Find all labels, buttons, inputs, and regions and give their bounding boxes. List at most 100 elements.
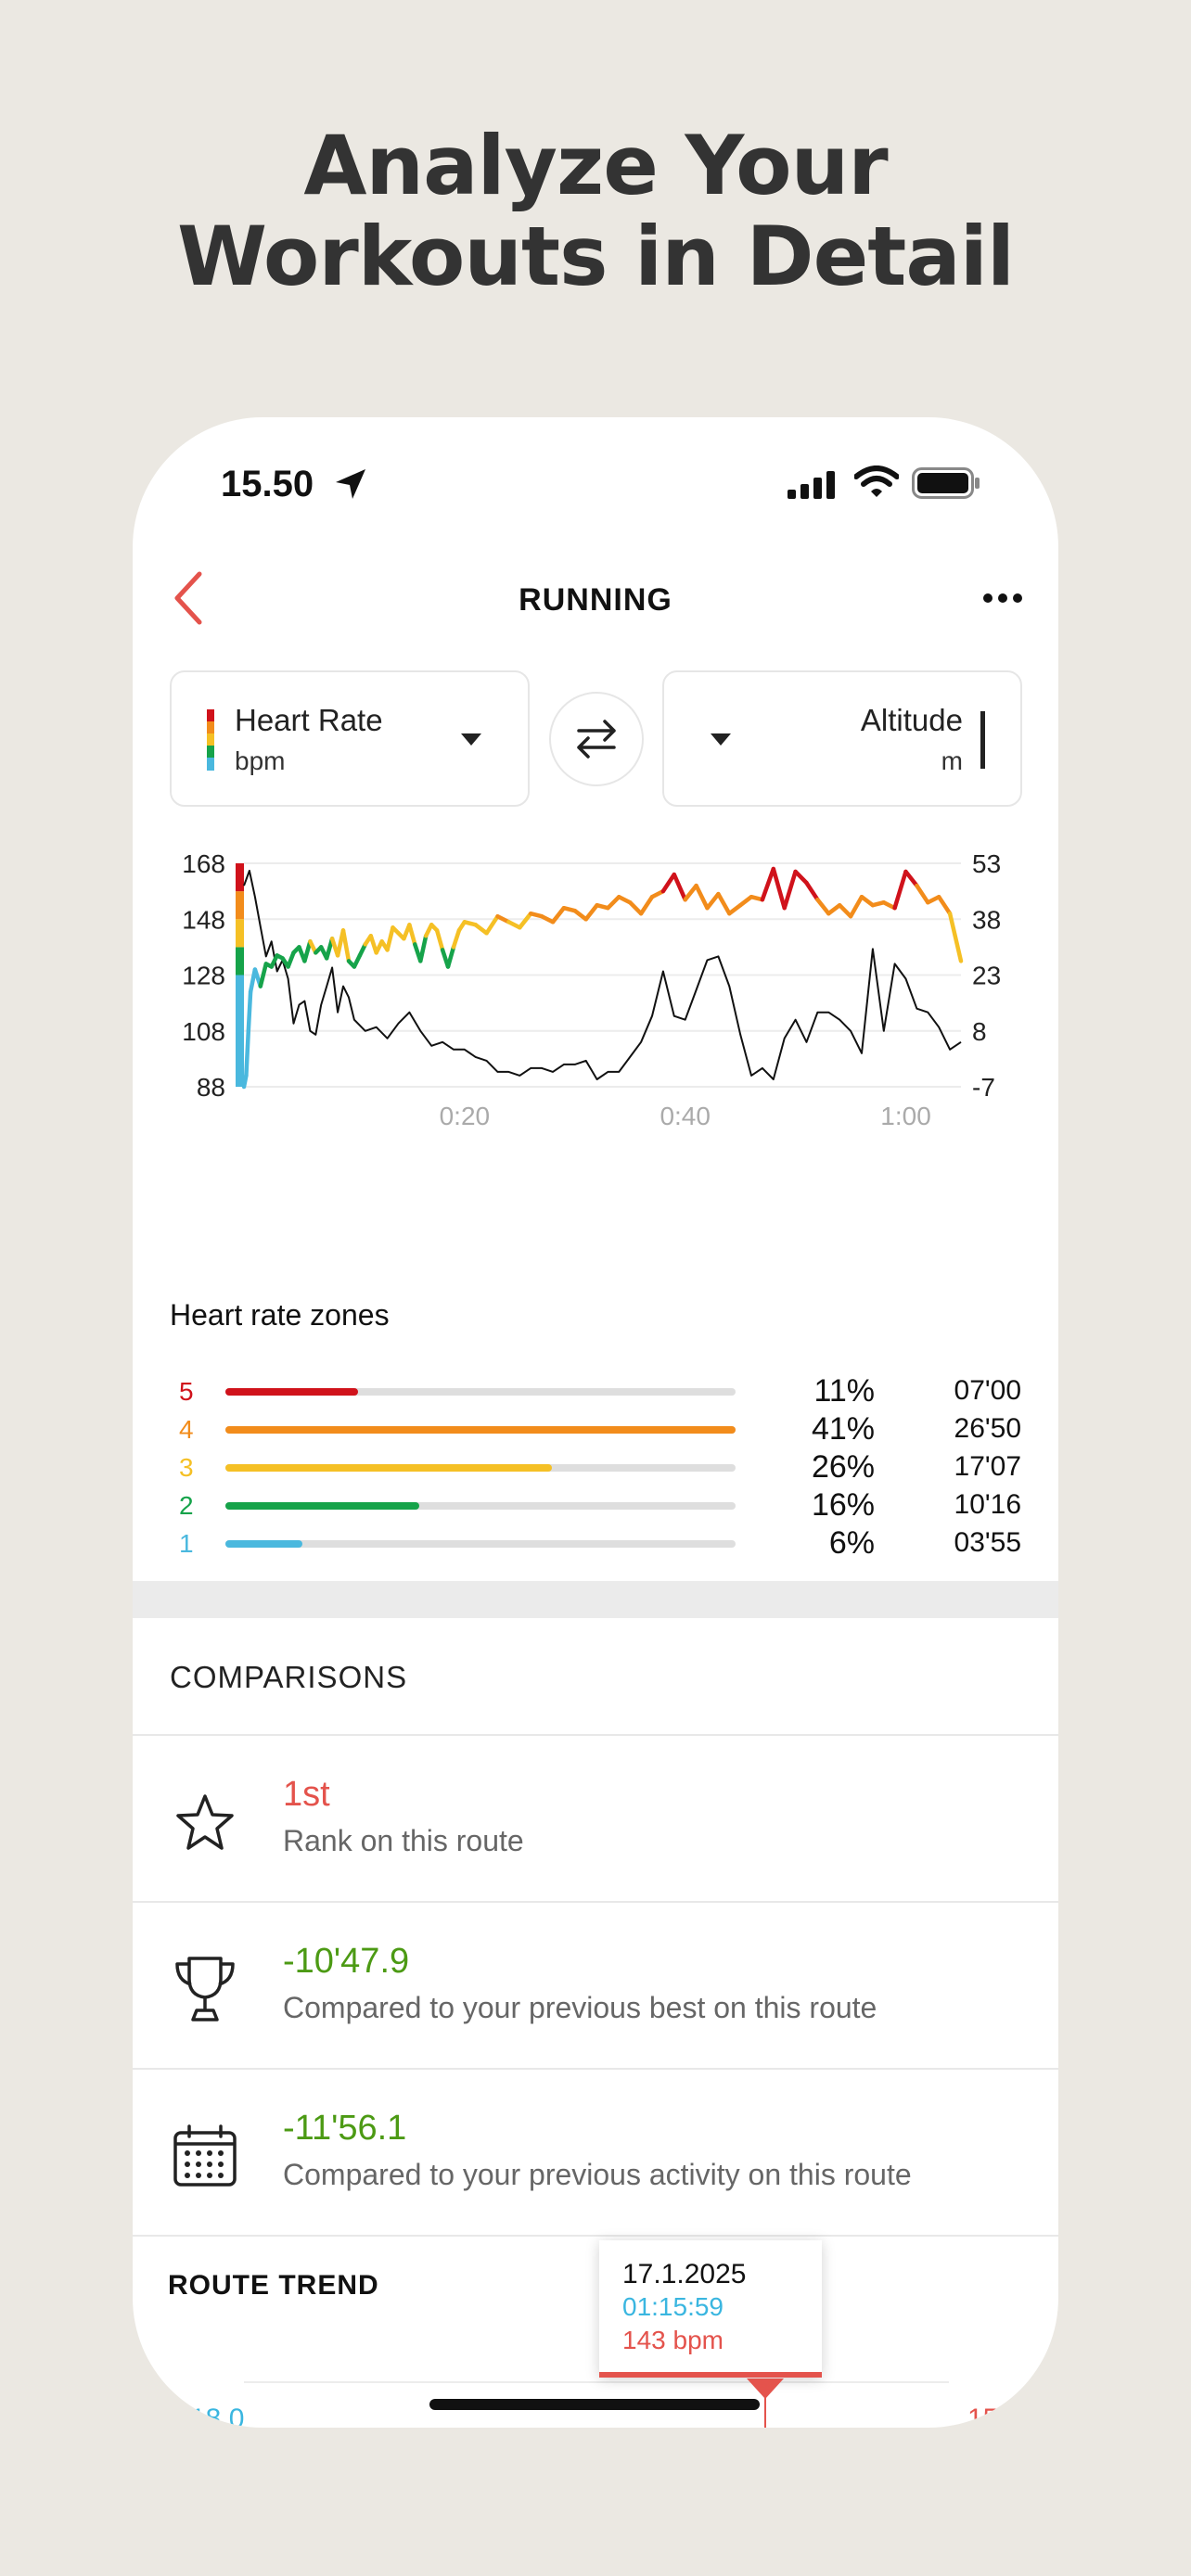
zone-percentage: 26% — [811, 1449, 875, 1485]
zone-number: 3 — [179, 1453, 194, 1482]
heart-rate-series-segment — [407, 923, 417, 947]
heart-rate-series-segment — [793, 869, 809, 886]
heart-rate-series-segment — [848, 894, 864, 919]
heart-rate-series-segment — [892, 869, 908, 911]
comparison-previous[interactable]: -11'56.1 Compared to your previous activ… — [133, 2068, 1058, 2235]
zone-duration: 26'50 — [954, 1413, 1021, 1444]
x-tick-label: 1:00 — [880, 1102, 931, 1130]
heart-rate-series-segment — [302, 939, 313, 963]
comparisons-header: COMPARISONS — [170, 1660, 408, 1694]
navbar: RUNNING — [133, 547, 1058, 649]
zone-row-5: 5 11% 07'00 — [133, 1373, 1058, 1410]
y-right-tick-label: 8 — [972, 1017, 987, 1046]
zone-percentage: 41% — [811, 1411, 875, 1447]
zone-bar-fill — [225, 1426, 736, 1434]
heart-rate-series-segment — [606, 894, 621, 911]
zone-bar-track — [225, 1388, 736, 1396]
route-trend-right-axis-value: 15 — [967, 2404, 999, 2428]
zone-number: 2 — [179, 1491, 194, 1520]
home-indicator[interactable] — [429, 2399, 760, 2410]
heart-rate-series-segment — [340, 928, 352, 963]
heart-rate-series-segment — [782, 869, 798, 911]
zone-duration: 07'00 — [954, 1375, 1021, 1406]
heart-rate-series-segment — [473, 923, 489, 936]
comparison-description: Rank on this route — [283, 1824, 524, 1857]
zone-bar-track — [225, 1502, 736, 1510]
heart-rate-series-segment — [837, 902, 853, 919]
zone-bar-track — [225, 1426, 736, 1434]
route-trend-title: ROUTE TREND — [168, 2270, 379, 2301]
zone-percentage: 11% — [813, 1373, 875, 1409]
comparison-value: -11'56.1 — [283, 2109, 407, 2148]
route-trend-marker — [764, 2392, 766, 2428]
wifi-icon — [854, 465, 899, 497]
heart-rate-series-segment — [936, 894, 953, 916]
left-metric-label: Heart Rate — [235, 703, 383, 737]
heart-rate-zones-title: Heart rate zones — [170, 1298, 390, 1332]
more-options-button[interactable] — [975, 575, 1031, 621]
status-time: 15.50 — [221, 464, 314, 504]
heart-rate-altitude-chart: 168 148 128 108 88 53 38 23 8 -7 0:20 0:40 1:00 — [182, 849, 1001, 1130]
more-horizontal-icon — [983, 593, 1022, 603]
zone-duration: 17'07 — [954, 1451, 1021, 1482]
y-right-tick-label: 23 — [972, 962, 1001, 990]
heart-rate-series-segment — [286, 950, 296, 969]
zone-row-3: 3 26% 17'07 — [133, 1449, 1058, 1486]
zone-row-1: 1 6% 03'55 — [133, 1525, 1058, 1562]
heart-rate-series-segment — [737, 894, 754, 908]
star-icon — [170, 1787, 240, 1857]
heart-rate-series-segment — [660, 872, 677, 894]
heart-rate-series-segment — [859, 894, 876, 908]
page-title: RUNNING — [519, 582, 672, 618]
dropdown-caret-icon — [711, 733, 731, 746]
heart-rate-series-segment — [672, 872, 687, 902]
location-arrow-icon — [336, 469, 365, 499]
comparison-description: Compared to your previous activity on th… — [283, 2158, 912, 2191]
comparison-best[interactable]: -10'47.9 Compared to your previous best … — [133, 1901, 1058, 2068]
section-divider — [133, 1581, 1058, 1618]
back-button[interactable] — [151, 561, 225, 635]
heart-rate-series-segment — [572, 908, 588, 922]
heart-rate-series-segment — [705, 891, 721, 911]
comparison-description: Compared to your previous best on this r… — [283, 1991, 877, 2024]
left-metric-unit: bpm — [235, 746, 286, 775]
zone-axis-segment — [236, 863, 244, 892]
status-bar: 15.50 — [133, 417, 1058, 547]
heart-rate-series-segment — [418, 934, 429, 963]
route-trend-left-axis-value: 18.0 — [190, 2404, 245, 2428]
zone-number: 1 — [179, 1529, 194, 1558]
swap-arrows-icon — [577, 720, 616, 759]
left-metric-selector[interactable]: Heart Rate bpm — [170, 670, 530, 807]
phone-screen: 15.50 RUNNING — [133, 417, 1058, 2428]
battery-icon — [912, 467, 980, 499]
heart-rate-series-segment — [518, 911, 533, 930]
zone-bar-track — [225, 1464, 736, 1472]
zone-percentage: 16% — [811, 1487, 875, 1523]
zone-number: 4 — [179, 1415, 194, 1444]
heart-rate-series-segment — [683, 883, 698, 902]
tooltip-heart-rate: 143 bpm — [622, 2326, 724, 2354]
right-metric-selector[interactable]: Altitude m — [662, 670, 1022, 807]
zone-bar-track — [225, 1540, 736, 1548]
swap-metrics-button[interactable] — [549, 692, 644, 786]
headline: Analyze Your Workouts in Detail — [0, 121, 1191, 302]
y-left-tick-label: 168 — [182, 849, 225, 878]
heart-rate-series-segment — [804, 880, 820, 902]
route-trend-tooltip: 17.1.2025 01:15:59 143 bpm — [599, 2240, 822, 2378]
y-right-tick-label: 38 — [972, 905, 1001, 934]
heart-rate-series-segment — [246, 989, 253, 1034]
heart-rate-series-segment — [550, 905, 567, 925]
heart-rate-series-segment — [760, 866, 776, 902]
heart-rate-series-segment — [915, 883, 930, 905]
chevron-left-icon — [174, 571, 202, 625]
headline-line-1: Analyze Your — [303, 118, 888, 213]
heart-rate-zone-gradient-icon — [207, 709, 214, 771]
right-metric-unit: m — [941, 746, 963, 775]
y-left-tick-label: 128 — [182, 962, 225, 990]
heart-rate-series-segment — [244, 1028, 251, 1078]
comparison-rank[interactable]: 1st Rank on this route — [133, 1734, 1058, 1901]
zone-duration: 10'16 — [954, 1489, 1021, 1520]
zone-axis-segment — [236, 891, 244, 920]
calendar-icon — [170, 2121, 240, 2191]
y-left-tick-label: 108 — [182, 1017, 225, 1046]
